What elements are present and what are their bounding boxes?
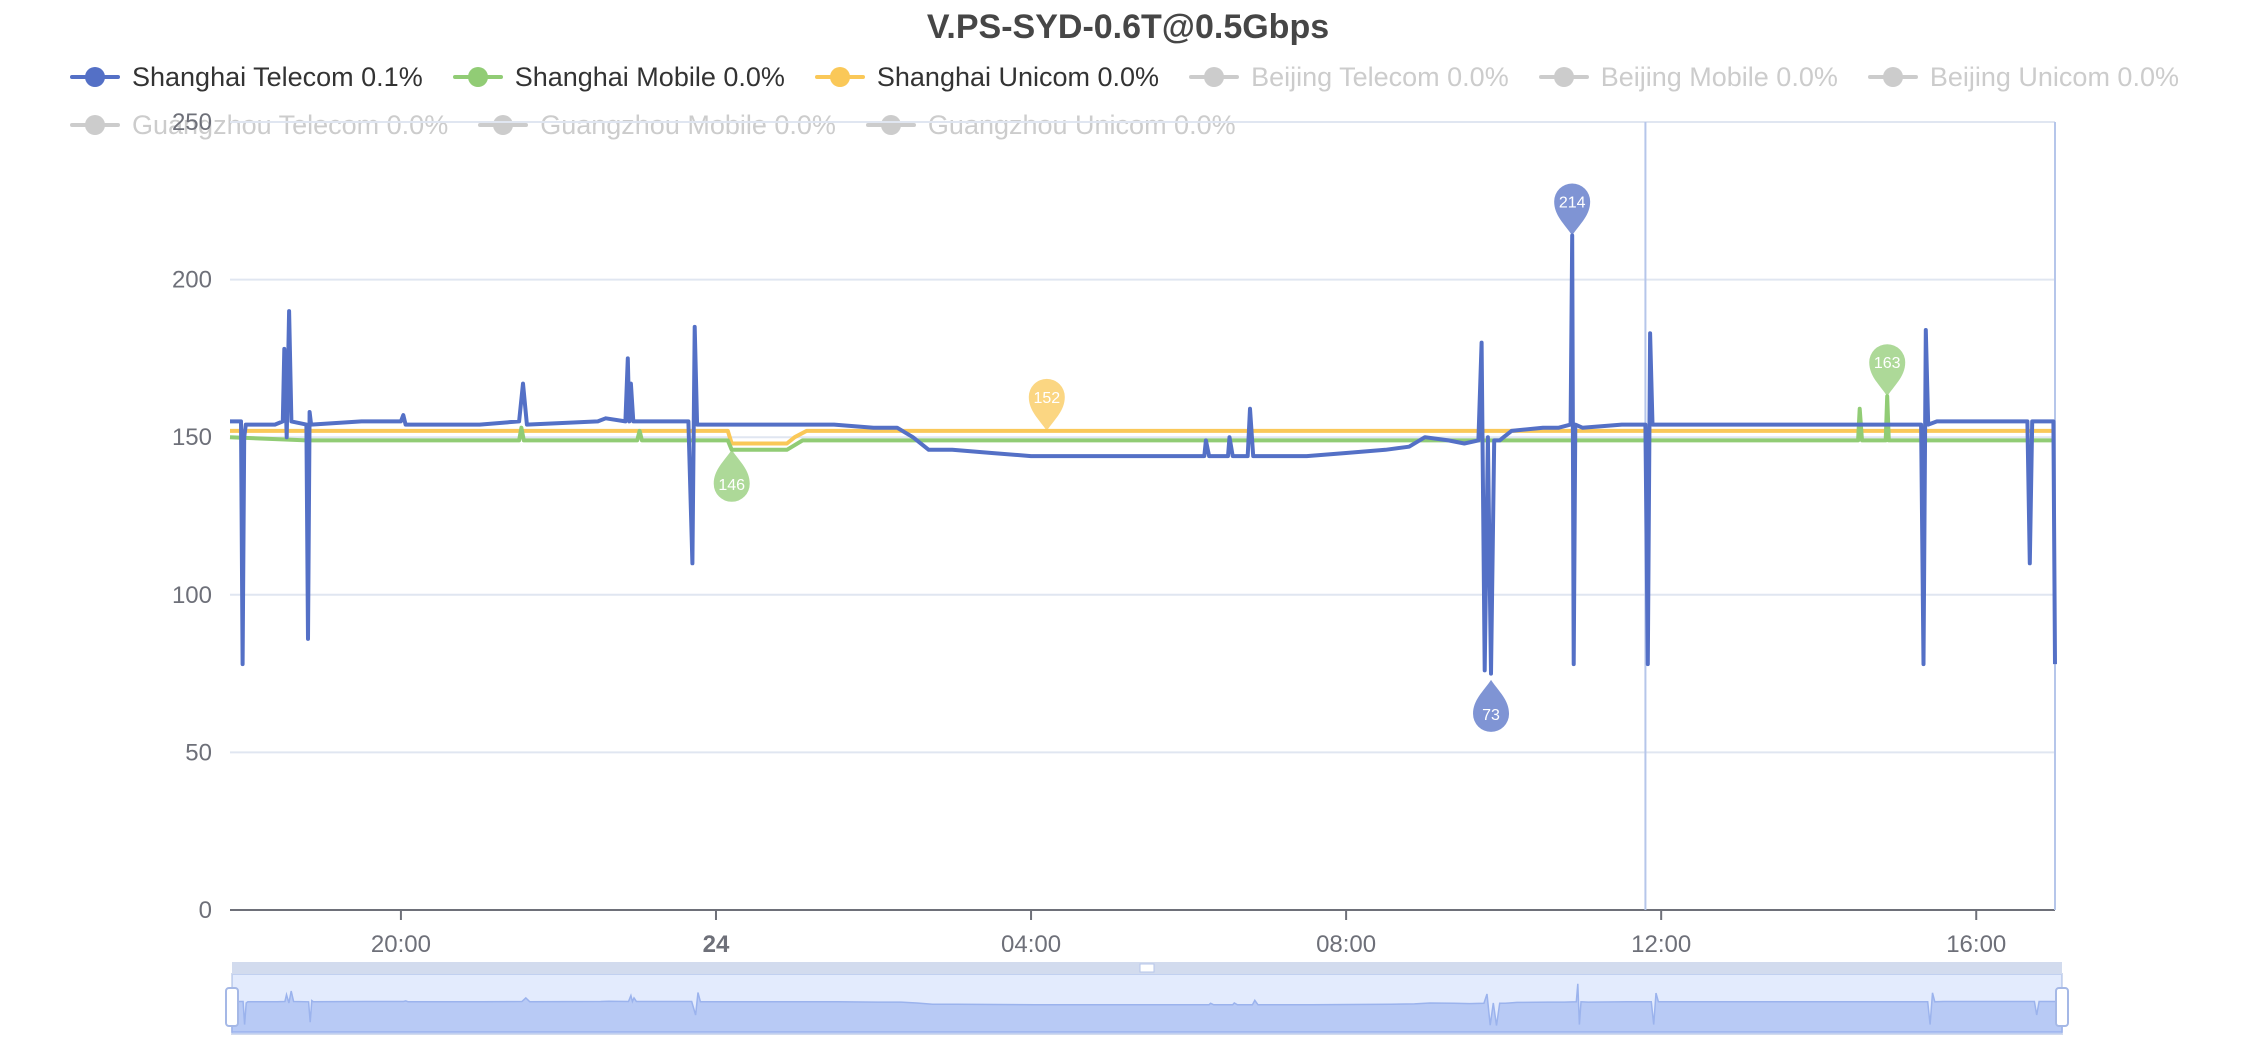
- datazoom-preview-area: [231, 983, 2063, 1033]
- legend-label: Beijing Unicom 0.0%: [1929, 61, 2179, 92]
- x-tick-label: 24: [703, 931, 730, 958]
- datazoom-left-handle[interactable]: [225, 987, 239, 1027]
- mark-pin-shape: [1554, 183, 1591, 236]
- legend-label: Guangzhou Telecom 0.0%: [132, 109, 449, 140]
- legend-item[interactable]: Shanghai Mobile 0.0%: [452, 58, 785, 96]
- y-grid: [230, 121, 2055, 754]
- legend-item[interactable]: Guangzhou Telecom 0.0%: [70, 106, 448, 144]
- legend-marker-icon: [70, 115, 120, 135]
- legend-item[interactable]: Beijing Mobile 0.0%: [1538, 58, 1838, 96]
- legend-item[interactable]: Beijing Telecom 0.0%: [1189, 58, 1509, 96]
- y-tick-label: 50: [185, 739, 212, 766]
- legend-label: Shanghai Telecom 0.1%: [132, 61, 423, 92]
- legend-marker-icon: [865, 115, 916, 135]
- legend-label: Guangzhou Unicom 0.0%: [927, 109, 1236, 140]
- series-line: [230, 233, 2057, 676]
- datazoom-right-handle[interactable]: [2055, 987, 2069, 1027]
- legend-item[interactable]: Guangzhou Unicom 0.0%: [865, 106, 1236, 144]
- mark-pin-shape: [713, 449, 750, 502]
- legend-label: Shanghai Mobile 0.0%: [514, 61, 785, 92]
- mark-point: 163: [1869, 344, 1906, 397]
- legend-label: Beijing Mobile 0.0%: [1600, 61, 1838, 92]
- mark-point-label: 214: [1559, 194, 1586, 211]
- mark-pin-shape: [1028, 378, 1065, 431]
- legend-marker-icon: [1538, 67, 1589, 87]
- datazoom-slider[interactable]: [225, 962, 2069, 1035]
- mark-point: 73: [1473, 679, 1510, 732]
- chart-title: V.PS-SYD-0.6T@0.5Gbps: [926, 8, 1330, 46]
- legend-marker-icon: [452, 67, 503, 87]
- x-tick-label: 04:00: [1001, 931, 1061, 958]
- mark-point-label: 152: [1033, 390, 1060, 407]
- mark-pin-shape: [1473, 679, 1510, 732]
- x-tick-label: 12:00: [1631, 931, 1691, 958]
- mark-point-label: 163: [1874, 355, 1901, 372]
- mark-point-label: 146: [718, 477, 745, 494]
- mark-pin-shape: [1869, 344, 1906, 397]
- y-tick-label: 200: [172, 267, 212, 294]
- series-line: [229, 394, 2055, 452]
- legend-marker-icon: [1189, 67, 1240, 87]
- mark-point: 152: [1028, 378, 1065, 431]
- y-tick-label: 0: [199, 897, 212, 924]
- mark-point: 146: [713, 449, 750, 502]
- mark-point-label: 73: [1482, 707, 1500, 724]
- legend-marker-icon: [70, 67, 120, 87]
- legend-label: Shanghai Unicom 0.0%: [876, 61, 1160, 92]
- legend-item[interactable]: Beijing Unicom 0.0%: [1867, 58, 2179, 96]
- mark-point: 214: [1554, 183, 1591, 236]
- legend-label: Guangzhou Mobile 0.0%: [540, 109, 836, 140]
- legend-item[interactable]: Guangzhou Mobile 0.0%: [478, 106, 836, 144]
- y-tick-label: 150: [172, 424, 212, 451]
- y-tick-label: 250: [172, 109, 212, 136]
- legend-item[interactable]: Shanghai Unicom 0.0%: [814, 58, 1160, 96]
- legend-label: Beijing Telecom 0.0%: [1251, 61, 1509, 92]
- series-line: [230, 428, 2055, 446]
- legend-marker-icon: [478, 115, 529, 135]
- y-tick-label: 100: [172, 582, 212, 609]
- legend-marker-icon: [1867, 67, 1918, 87]
- legend-item[interactable]: Shanghai Telecom 0.1%: [70, 58, 423, 96]
- x-tick-label: 08:00: [1316, 931, 1376, 958]
- datazoom-selection: [232, 974, 2062, 1034]
- chart-legend: Shanghai Telecom 0.1% Shanghai Mobile 0.0…: [70, 58, 2220, 144]
- x-tick-label: 20:00: [371, 931, 431, 958]
- x-tick-label: 16:00: [1946, 931, 2006, 958]
- datazoom-move-handle-icon: [1139, 963, 1155, 973]
- legend-marker-icon: [814, 67, 865, 87]
